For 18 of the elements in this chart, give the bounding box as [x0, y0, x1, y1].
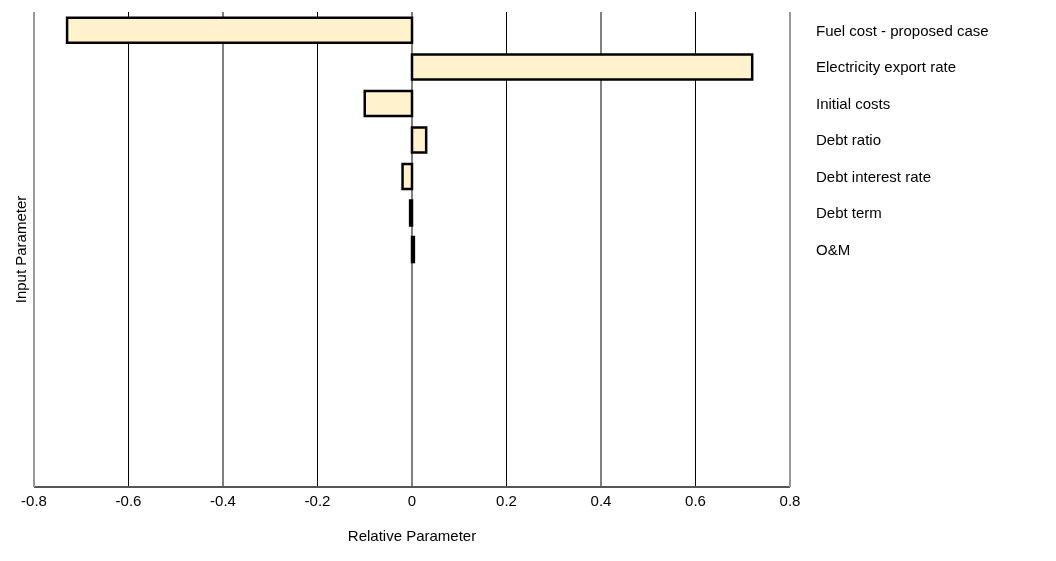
- x-tick-label: 0.2: [496, 491, 517, 509]
- x-tick-label: -0.4: [210, 491, 236, 509]
- x-tick-label: -0.8: [21, 491, 47, 509]
- x-tick-label: 0.8: [779, 491, 801, 509]
- y-tick-label: Debt interest rate: [816, 167, 932, 185]
- y-tick-label: O&M: [816, 240, 851, 258]
- x-tick-label: 0: [407, 491, 417, 509]
- x-tick-label: -0.2: [304, 491, 331, 509]
- y-tick-label: Electricity export rate: [816, 58, 957, 76]
- x-tick-label: 0.4: [590, 491, 612, 509]
- x-axis-title: Relative Parameter: [347, 527, 477, 544]
- y-tick-label: Initial costs: [816, 94, 891, 112]
- x-tick-label: 0.6: [685, 491, 706, 509]
- x-tick-label: -0.6: [115, 491, 142, 509]
- y-axis-title: Input Parameter: [12, 195, 30, 304]
- y-tick-label: Debt term: [816, 204, 882, 222]
- y-tick-label: Fuel cost - proposed case: [816, 21, 989, 39]
- y-tick-label: Debt ratio: [816, 131, 882, 149]
